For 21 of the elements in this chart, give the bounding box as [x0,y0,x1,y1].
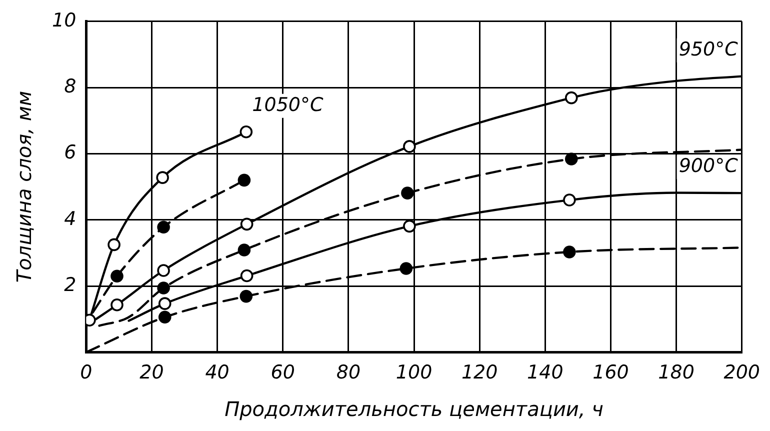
y-tick-label: 2 [64,274,76,296]
y-tick-label: 4 [64,208,76,230]
series-label: 1050°C [252,94,324,116]
x-axis-title: Продолжительность цементации, ч [224,397,604,422]
x-tick-label: 60 [270,362,295,384]
x-tick-label: 80 [336,362,361,384]
y-tick-label: 10 [52,9,76,32]
x-tick-label: 160 [592,362,629,384]
x-tick-label: 20 [140,362,164,384]
y-axis-title: Толщина слоя, мм [12,90,36,283]
x-tick-label: 120 [461,362,498,384]
x-tick-label: 140 [527,362,564,384]
x-tick-label: 100 [396,362,432,384]
x-tick-label: 0 [80,362,92,384]
series-label: 950°C [678,38,739,60]
x-tick-label: 40 [205,362,230,384]
x-tick-label: 200 [724,362,760,384]
series-label: 900°C [678,155,739,178]
y-tick-label: 8 [64,75,76,98]
x-tick-label: 180 [658,362,694,384]
y-tick-label: 6 [64,142,76,164]
